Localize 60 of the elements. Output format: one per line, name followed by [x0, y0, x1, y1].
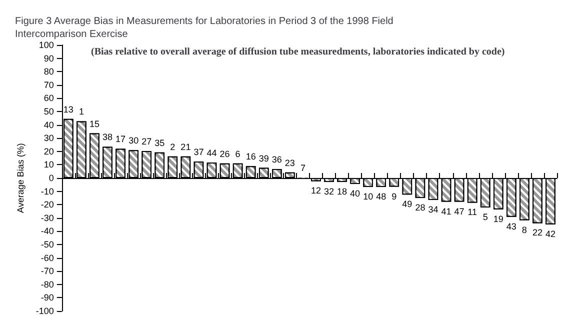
- x-tick-label: 35: [154, 138, 165, 148]
- x-tick-label: 23: [284, 158, 295, 168]
- y-tick-label: 50: [44, 106, 54, 116]
- y-tick-label: 100: [38, 40, 54, 50]
- x-tick-label: 27: [142, 136, 152, 146]
- x-tick-label: 15: [89, 118, 100, 129]
- y-tick-label: 20: [44, 146, 54, 156]
- y-tick-label: -10: [40, 186, 54, 196]
- x-tick-label: 39: [258, 153, 269, 164]
- x-tick-label: 22: [532, 228, 542, 238]
- y-tick-label: -20: [40, 200, 54, 210]
- x-tick-label: 17: [116, 134, 126, 144]
- x-tick-label: 28: [415, 202, 426, 212]
- x-tick-label: 1: [78, 106, 84, 117]
- x-tick-label: 9: [392, 191, 397, 202]
- x-tick-label: 38: [102, 132, 113, 142]
- x-tick-label: 34: [428, 204, 438, 214]
- x-tick-label: 30: [128, 136, 139, 146]
- y-tick-label: -70: [40, 266, 54, 276]
- x-tick-label: 6: [235, 148, 240, 159]
- x-tick-label: 5: [482, 212, 488, 222]
- x-tick-label: 44: [206, 148, 217, 158]
- y-tick-label: 80: [44, 66, 54, 77]
- x-tick-label: 2: [170, 142, 176, 152]
- x-tick-label: 11: [468, 207, 477, 218]
- y-tick-label: -50: [40, 240, 54, 250]
- x-tick-label: 8: [522, 224, 527, 235]
- x-tick-label: 37: [194, 147, 204, 158]
- y-tick-label: -60: [40, 252, 54, 263]
- y-tick-label: 90: [44, 53, 54, 64]
- y-axis-title: Average Bias (%): [16, 143, 26, 213]
- y-tick-label: -100: [36, 306, 54, 316]
- y-tick-label: 40: [44, 120, 54, 130]
- y-tick-label: -80: [40, 279, 54, 290]
- x-tick-label: 21: [180, 142, 191, 152]
- x-tick-label: 41: [441, 206, 452, 216]
- y-tick-label: 0: [48, 173, 54, 183]
- chart-title: Figure 3 Average Bias in Measurements for Laboratories in Period 3 of the 1998 Field Intercomparison Exercise: [15, 16, 394, 40]
- y-tick-label: -40: [40, 226, 54, 236]
- x-tick-label: 32: [324, 186, 334, 196]
- x-tick-label: 40: [350, 188, 360, 198]
- x-tick-label: 18: [337, 186, 348, 196]
- x-tick-label: 48: [376, 192, 386, 202]
- x-tick-label: 36: [272, 154, 282, 164]
- x-tick-label: 26: [220, 148, 230, 159]
- x-tick-label: 43: [506, 221, 516, 232]
- x-tick-label: 12: [310, 186, 321, 196]
- x-tick-label: 49: [402, 199, 412, 210]
- y-tick-label: -30: [40, 212, 54, 223]
- x-tick-label: 16: [246, 152, 256, 162]
- y-tick-label: 70: [44, 80, 54, 90]
- y-tick-label: 60: [44, 93, 54, 104]
- x-tick-label: 42: [545, 228, 556, 239]
- chart-subtitle: (Bias relative to overall average of diffusion tube measuredments, laboratories indicated by code): [91, 46, 505, 58]
- x-tick-label: 13: [63, 104, 74, 114]
- x-tick-label: 10: [363, 192, 374, 202]
- x-tick-label: 47: [454, 206, 464, 216]
- y-tick-label: -90: [40, 292, 54, 303]
- x-tick-label: 7: [300, 162, 306, 173]
- x-tick-label: 19: [493, 214, 504, 224]
